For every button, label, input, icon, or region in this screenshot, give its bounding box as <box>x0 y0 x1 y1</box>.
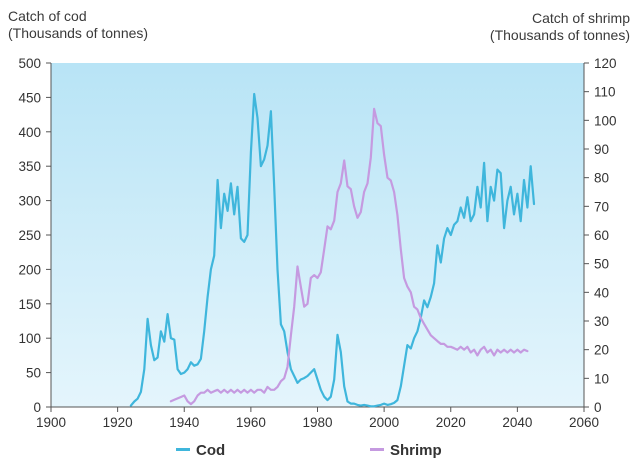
right-axis-title: Catch of shrimp (Thousands of tonnes) <box>490 10 630 44</box>
left-axis-title-line-1: Catch of cod <box>8 8 87 24</box>
legend-item-shrimp: Shrimp <box>370 442 442 459</box>
x-tick-label: 2020 <box>436 415 466 430</box>
y-right-tick-label: 30 <box>594 314 609 329</box>
left-axis-title: Catch of cod (Thousands of tonnes) <box>8 8 148 42</box>
y-right-tick-label: 10 <box>594 371 609 386</box>
left-axis-title-line-2: (Thousands of tonnes) <box>8 25 149 41</box>
y-right-tick-label: 60 <box>594 228 609 243</box>
x-tick-label: 1960 <box>236 415 266 430</box>
y-right-tick-label: 80 <box>594 171 609 186</box>
x-tick-label: 1940 <box>169 415 199 430</box>
legend-swatch-cod <box>176 447 190 451</box>
y-left-tick-label: 400 <box>18 125 41 140</box>
x-tick-label: 1980 <box>302 415 332 430</box>
right-axis-title-line-1: Catch of shrimp <box>531 10 630 26</box>
y-left-tick-label: 450 <box>18 90 41 105</box>
right-axis-title-line-2: (Thousands of tonnes) <box>489 27 630 43</box>
y-right-tick-label: 40 <box>594 285 609 300</box>
y-right-tick-label: 120 <box>594 56 617 71</box>
x-tick-label: 1920 <box>103 415 133 430</box>
x-tick-label: 2040 <box>502 415 532 430</box>
y-left-tick-label: 250 <box>18 228 41 243</box>
y-right-tick-label: 50 <box>594 257 609 272</box>
plot-background <box>51 63 584 407</box>
x-tick-label: 2060 <box>569 415 599 430</box>
y-right-tick-label: 20 <box>594 343 609 358</box>
y-left-tick-label: 200 <box>18 262 41 277</box>
y-left-tick-label: 100 <box>18 331 41 346</box>
y-left-tick-label: 350 <box>18 159 41 174</box>
legend-swatch-shrimp <box>370 447 384 451</box>
y-left-tick-label: 0 <box>33 400 41 415</box>
legend-label-cod: Cod <box>196 442 226 459</box>
x-tick-label: 1900 <box>36 415 66 430</box>
y-right-tick-label: 90 <box>594 142 609 157</box>
y-left-tick-label: 150 <box>18 297 41 312</box>
x-tick-label: 2000 <box>369 415 399 430</box>
legend-label-shrimp: Shrimp <box>390 442 442 459</box>
y-left-tick-label: 50 <box>26 366 41 381</box>
y-right-tick-label: 100 <box>594 113 617 128</box>
series-line-cod <box>129 92 536 408</box>
y-right-tick-label: 0 <box>594 400 602 415</box>
y-left-tick-label: 500 <box>18 56 41 71</box>
y-left-tick-label: 300 <box>18 194 41 209</box>
y-right-tick-label: 110 <box>594 85 616 100</box>
legend-item-cod: Cod <box>176 442 225 459</box>
series-line-shrimp <box>169 107 529 406</box>
y-right-tick-label: 70 <box>594 199 609 214</box>
